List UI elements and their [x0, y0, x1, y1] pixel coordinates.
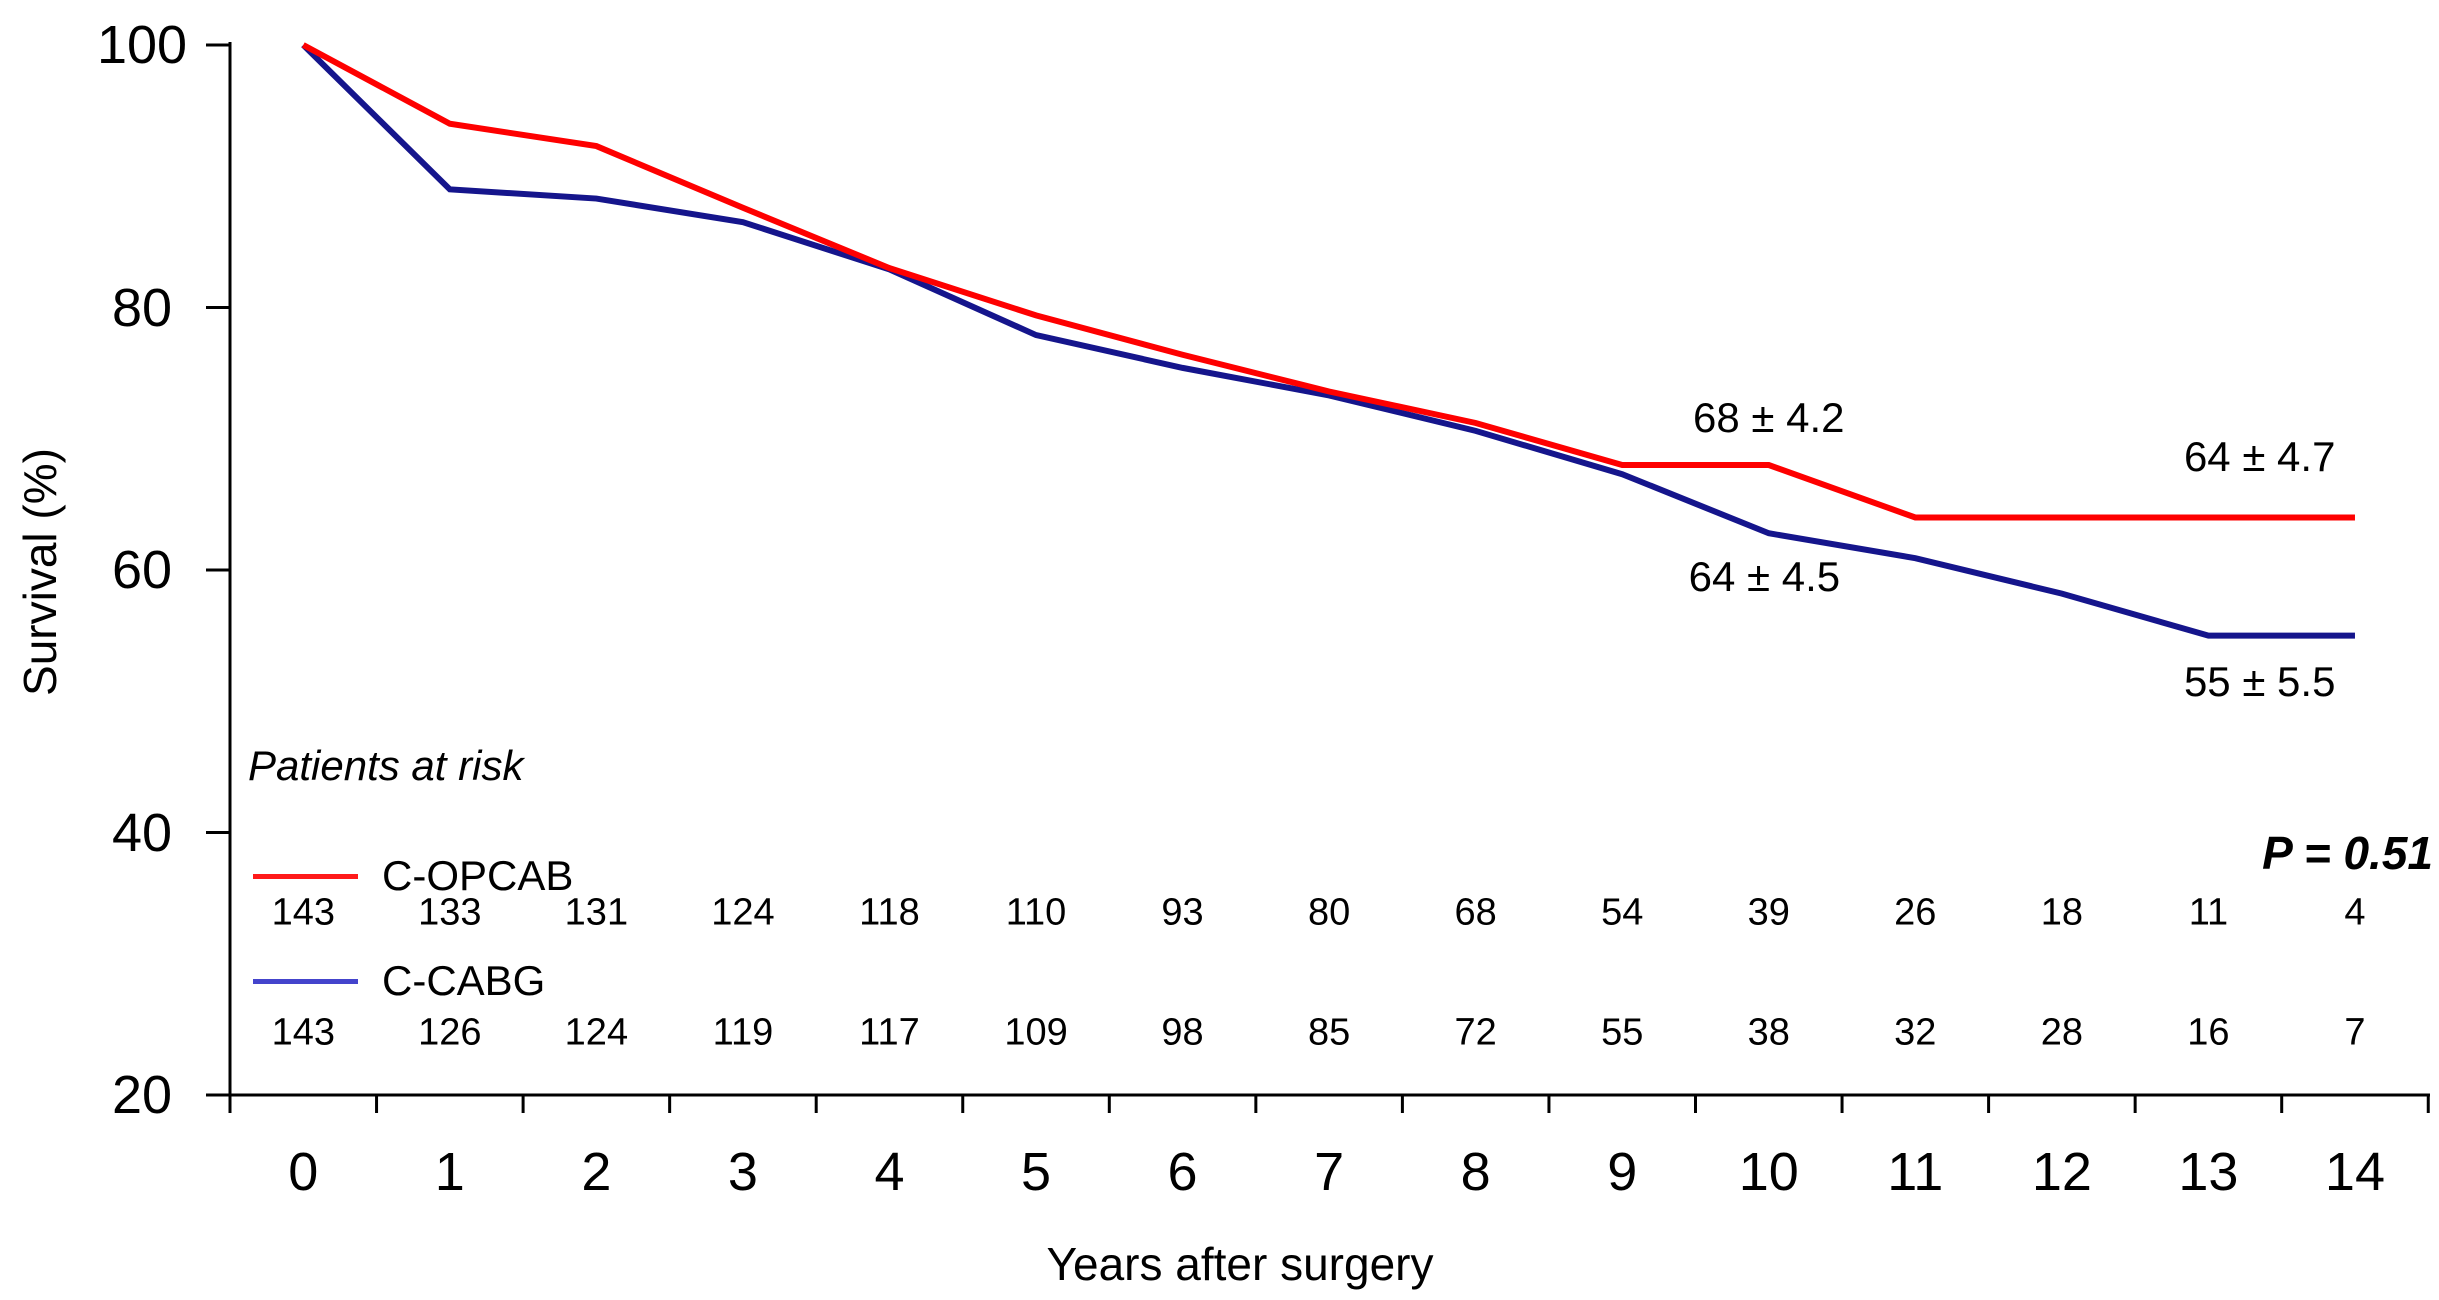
legend-line-icon-c-cabg [253, 978, 358, 984]
legend-item-c-cabg: C-CABG [253, 957, 546, 1004]
at-risk-count: 131 [564, 891, 629, 934]
x-axis-title: Years after surgery [1046, 1238, 1434, 1290]
at-risk-count: 93 [1161, 891, 1204, 934]
at-risk-count: 38 [1747, 1011, 1790, 1054]
at-risk-count: 68 [1454, 891, 1497, 934]
at-risk-count: 11 [2188, 891, 2229, 934]
y-tick-label: 100 [96, 15, 188, 75]
at-risk-count: 72 [1454, 1011, 1497, 1054]
x-tick-label: 14 [2324, 1142, 2386, 1202]
legend-line-icon-c-opcab [253, 873, 358, 879]
y-tick-label: 20 [111, 1065, 173, 1125]
x-tick-label: 13 [2178, 1142, 2239, 1202]
at-risk-count: 110 [1005, 891, 1067, 934]
at-risk-count: 133 [418, 891, 482, 934]
at-risk-count: 119 [712, 1011, 774, 1054]
at-risk-count: 124 [711, 891, 775, 934]
patients-at-risk-heading: Patients at risk [248, 742, 524, 789]
x-tick-label: 8 [1460, 1142, 1491, 1202]
x-tick-label: 3 [727, 1142, 758, 1202]
x-tick-label: 1 [434, 1142, 465, 1202]
at-risk-count: 124 [564, 1011, 629, 1054]
at-risk-count: 143 [271, 891, 335, 934]
y-tick-label: 80 [111, 277, 173, 338]
legend-label-c-opcab: C-OPCAB [382, 852, 574, 899]
at-risk-count: 26 [1894, 891, 1937, 934]
series-line-c-opcab [301, 42, 2355, 521]
at-risk-count: 98 [1161, 1011, 1204, 1054]
at-risk-count: 54 [1601, 891, 1644, 934]
x-tick-label: 10 [1738, 1142, 1799, 1202]
x-tick-label: 12 [2031, 1142, 2092, 1202]
x-tick-label: 7 [1314, 1142, 1345, 1202]
y-tick-label: 40 [111, 802, 173, 863]
x-tick-label: 11 [1887, 1142, 1944, 1202]
y-axis-title: Survival (%) [14, 448, 66, 696]
series-line-c-cabg [301, 42, 2355, 639]
at-risk-count: 39 [1747, 891, 1790, 934]
at-risk-count: 143 [271, 1011, 335, 1054]
x-tick-label: 4 [874, 1142, 905, 1202]
at-risk-count: 18 [2040, 891, 2084, 934]
y-tick-label: 60 [111, 540, 173, 600]
annotation-opcab-10yr: 68 ± 4.2 [1693, 393, 1845, 441]
at-risk-count: 55 [1601, 1011, 1644, 1054]
annotation-opcab-14yr: 64 ± 4.7 [2183, 433, 2336, 481]
annotation-cabg-10yr: 64 ± 4.5 [1688, 552, 1841, 600]
at-risk-count: 117 [859, 1011, 920, 1054]
p-value-label: P = 0.51 [2262, 827, 2433, 879]
x-tick-label: 0 [288, 1142, 319, 1202]
x-tick-label: 9 [1607, 1142, 1638, 1202]
x-tick-label: 6 [1167, 1142, 1198, 1202]
legend-item-c-opcab: C-OPCAB [253, 852, 574, 899]
at-risk-count: 85 [1307, 1011, 1351, 1054]
at-risk-count: 32 [1894, 1011, 1937, 1054]
x-tick-label: 5 [1020, 1142, 1052, 1202]
at-risk-count: 28 [2040, 1011, 2084, 1054]
at-risk-count: 80 [1307, 891, 1351, 934]
at-risk-count: 118 [859, 891, 920, 934]
annotation-cabg-14yr: 55 ± 5.5 [2183, 657, 2336, 705]
at-risk-count: 16 [2187, 1011, 2230, 1054]
at-risk-count: 7 [2344, 1011, 2366, 1054]
at-risk-count: 109 [1004, 1011, 1068, 1054]
at-risk-count: 4 [2344, 891, 2366, 934]
x-tick-label: 2 [581, 1142, 612, 1202]
legend-label-c-cabg: C-CABG [382, 957, 546, 1004]
at-risk-count: 126 [418, 1011, 482, 1054]
